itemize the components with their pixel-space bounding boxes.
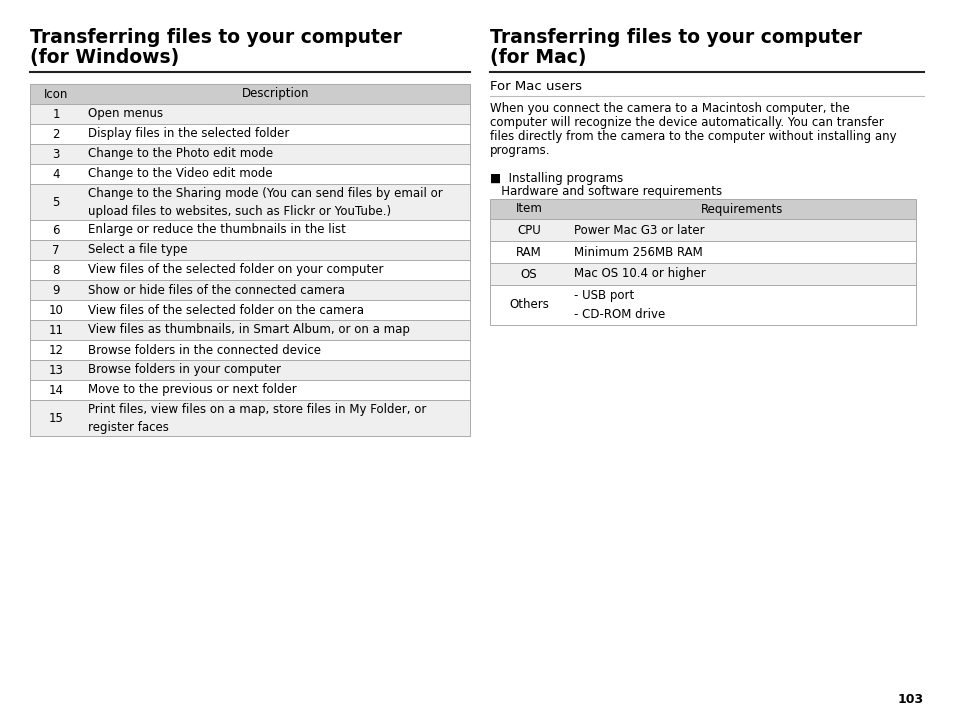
Text: Hardware and software requirements: Hardware and software requirements <box>490 185 721 198</box>
Text: Item: Item <box>515 202 542 215</box>
Text: 5: 5 <box>52 196 60 209</box>
Text: 103: 103 <box>897 693 923 706</box>
Bar <box>30 124 470 144</box>
Bar <box>30 300 470 320</box>
Text: (for Mac): (for Mac) <box>490 48 586 67</box>
Bar <box>30 280 470 300</box>
Text: Print files, view files on a map, store files in My Folder, or: Print files, view files on a map, store … <box>88 402 426 415</box>
Bar <box>30 380 470 400</box>
Text: Transferring files to your computer: Transferring files to your computer <box>490 28 862 47</box>
Text: Change to the Photo edit mode: Change to the Photo edit mode <box>88 148 273 161</box>
Text: 11: 11 <box>49 323 64 336</box>
Text: Icon: Icon <box>44 88 68 101</box>
Text: 9: 9 <box>52 284 60 297</box>
Text: register faces: register faces <box>88 420 169 433</box>
Bar <box>490 241 915 263</box>
Bar <box>30 400 470 436</box>
Text: Minimum 256MB RAM: Minimum 256MB RAM <box>574 246 702 258</box>
Bar <box>30 260 470 280</box>
Text: 4: 4 <box>52 168 60 181</box>
Text: 14: 14 <box>49 384 64 397</box>
Bar <box>30 360 470 380</box>
Text: Transferring files to your computer: Transferring files to your computer <box>30 28 401 47</box>
Text: For Mac users: For Mac users <box>490 80 581 93</box>
Text: Description: Description <box>242 88 310 101</box>
Text: Open menus: Open menus <box>88 107 163 120</box>
Text: View files of the selected folder on your computer: View files of the selected folder on you… <box>88 264 383 276</box>
Text: - USB port: - USB port <box>574 289 634 302</box>
Text: 6: 6 <box>52 223 60 236</box>
Text: 2: 2 <box>52 127 60 140</box>
Bar <box>490 285 915 325</box>
Bar <box>490 263 915 285</box>
Bar <box>490 219 915 241</box>
Text: computer will recognize the device automatically. You can transfer: computer will recognize the device autom… <box>490 116 882 129</box>
Text: 8: 8 <box>52 264 60 276</box>
Text: Requirements: Requirements <box>700 202 782 215</box>
Text: upload files to websites, such as Flickr or YouTube.): upload files to websites, such as Flickr… <box>88 204 391 217</box>
Text: 3: 3 <box>52 148 60 161</box>
Text: Move to the previous or next folder: Move to the previous or next folder <box>88 384 296 397</box>
Text: Others: Others <box>509 299 548 312</box>
Bar <box>30 240 470 260</box>
Text: - CD-ROM drive: - CD-ROM drive <box>574 308 664 322</box>
Text: OS: OS <box>520 268 537 281</box>
Bar <box>30 104 470 124</box>
Text: Select a file type: Select a file type <box>88 243 188 256</box>
Text: Display files in the selected folder: Display files in the selected folder <box>88 127 289 140</box>
Text: 1: 1 <box>52 107 60 120</box>
Text: Change to the Video edit mode: Change to the Video edit mode <box>88 168 273 181</box>
Bar <box>30 320 470 340</box>
Bar <box>30 144 470 164</box>
Text: 12: 12 <box>49 343 64 356</box>
Text: Change to the Sharing mode (You can send files by email or: Change to the Sharing mode (You can send… <box>88 186 442 199</box>
Text: files directly from the camera to the computer without installing any: files directly from the camera to the co… <box>490 130 896 143</box>
Text: Enlarge or reduce the thumbnails in the list: Enlarge or reduce the thumbnails in the … <box>88 223 346 236</box>
Bar <box>30 164 470 184</box>
Bar <box>30 184 470 220</box>
Text: View files of the selected folder on the camera: View files of the selected folder on the… <box>88 304 364 317</box>
Text: Power Mac G3 or later: Power Mac G3 or later <box>574 223 704 236</box>
Text: ■  Installing programs: ■ Installing programs <box>490 172 622 185</box>
Text: 10: 10 <box>49 304 63 317</box>
Bar <box>490 199 915 219</box>
Text: View files as thumbnails, in Smart Album, or on a map: View files as thumbnails, in Smart Album… <box>88 323 410 336</box>
Bar <box>30 220 470 240</box>
Text: RAM: RAM <box>516 246 541 258</box>
Bar <box>30 340 470 360</box>
Text: Browse folders in your computer: Browse folders in your computer <box>88 364 281 377</box>
Text: CPU: CPU <box>517 223 540 236</box>
Bar <box>30 84 470 104</box>
Text: Browse folders in the connected device: Browse folders in the connected device <box>88 343 320 356</box>
Text: Mac OS 10.4 or higher: Mac OS 10.4 or higher <box>574 268 705 281</box>
Text: 7: 7 <box>52 243 60 256</box>
Text: programs.: programs. <box>490 144 550 157</box>
Text: 15: 15 <box>49 412 63 425</box>
Text: (for Windows): (for Windows) <box>30 48 179 67</box>
Text: 13: 13 <box>49 364 63 377</box>
Text: Show or hide files of the connected camera: Show or hide files of the connected came… <box>88 284 345 297</box>
Text: When you connect the camera to a Macintosh computer, the: When you connect the camera to a Macinto… <box>490 102 849 115</box>
